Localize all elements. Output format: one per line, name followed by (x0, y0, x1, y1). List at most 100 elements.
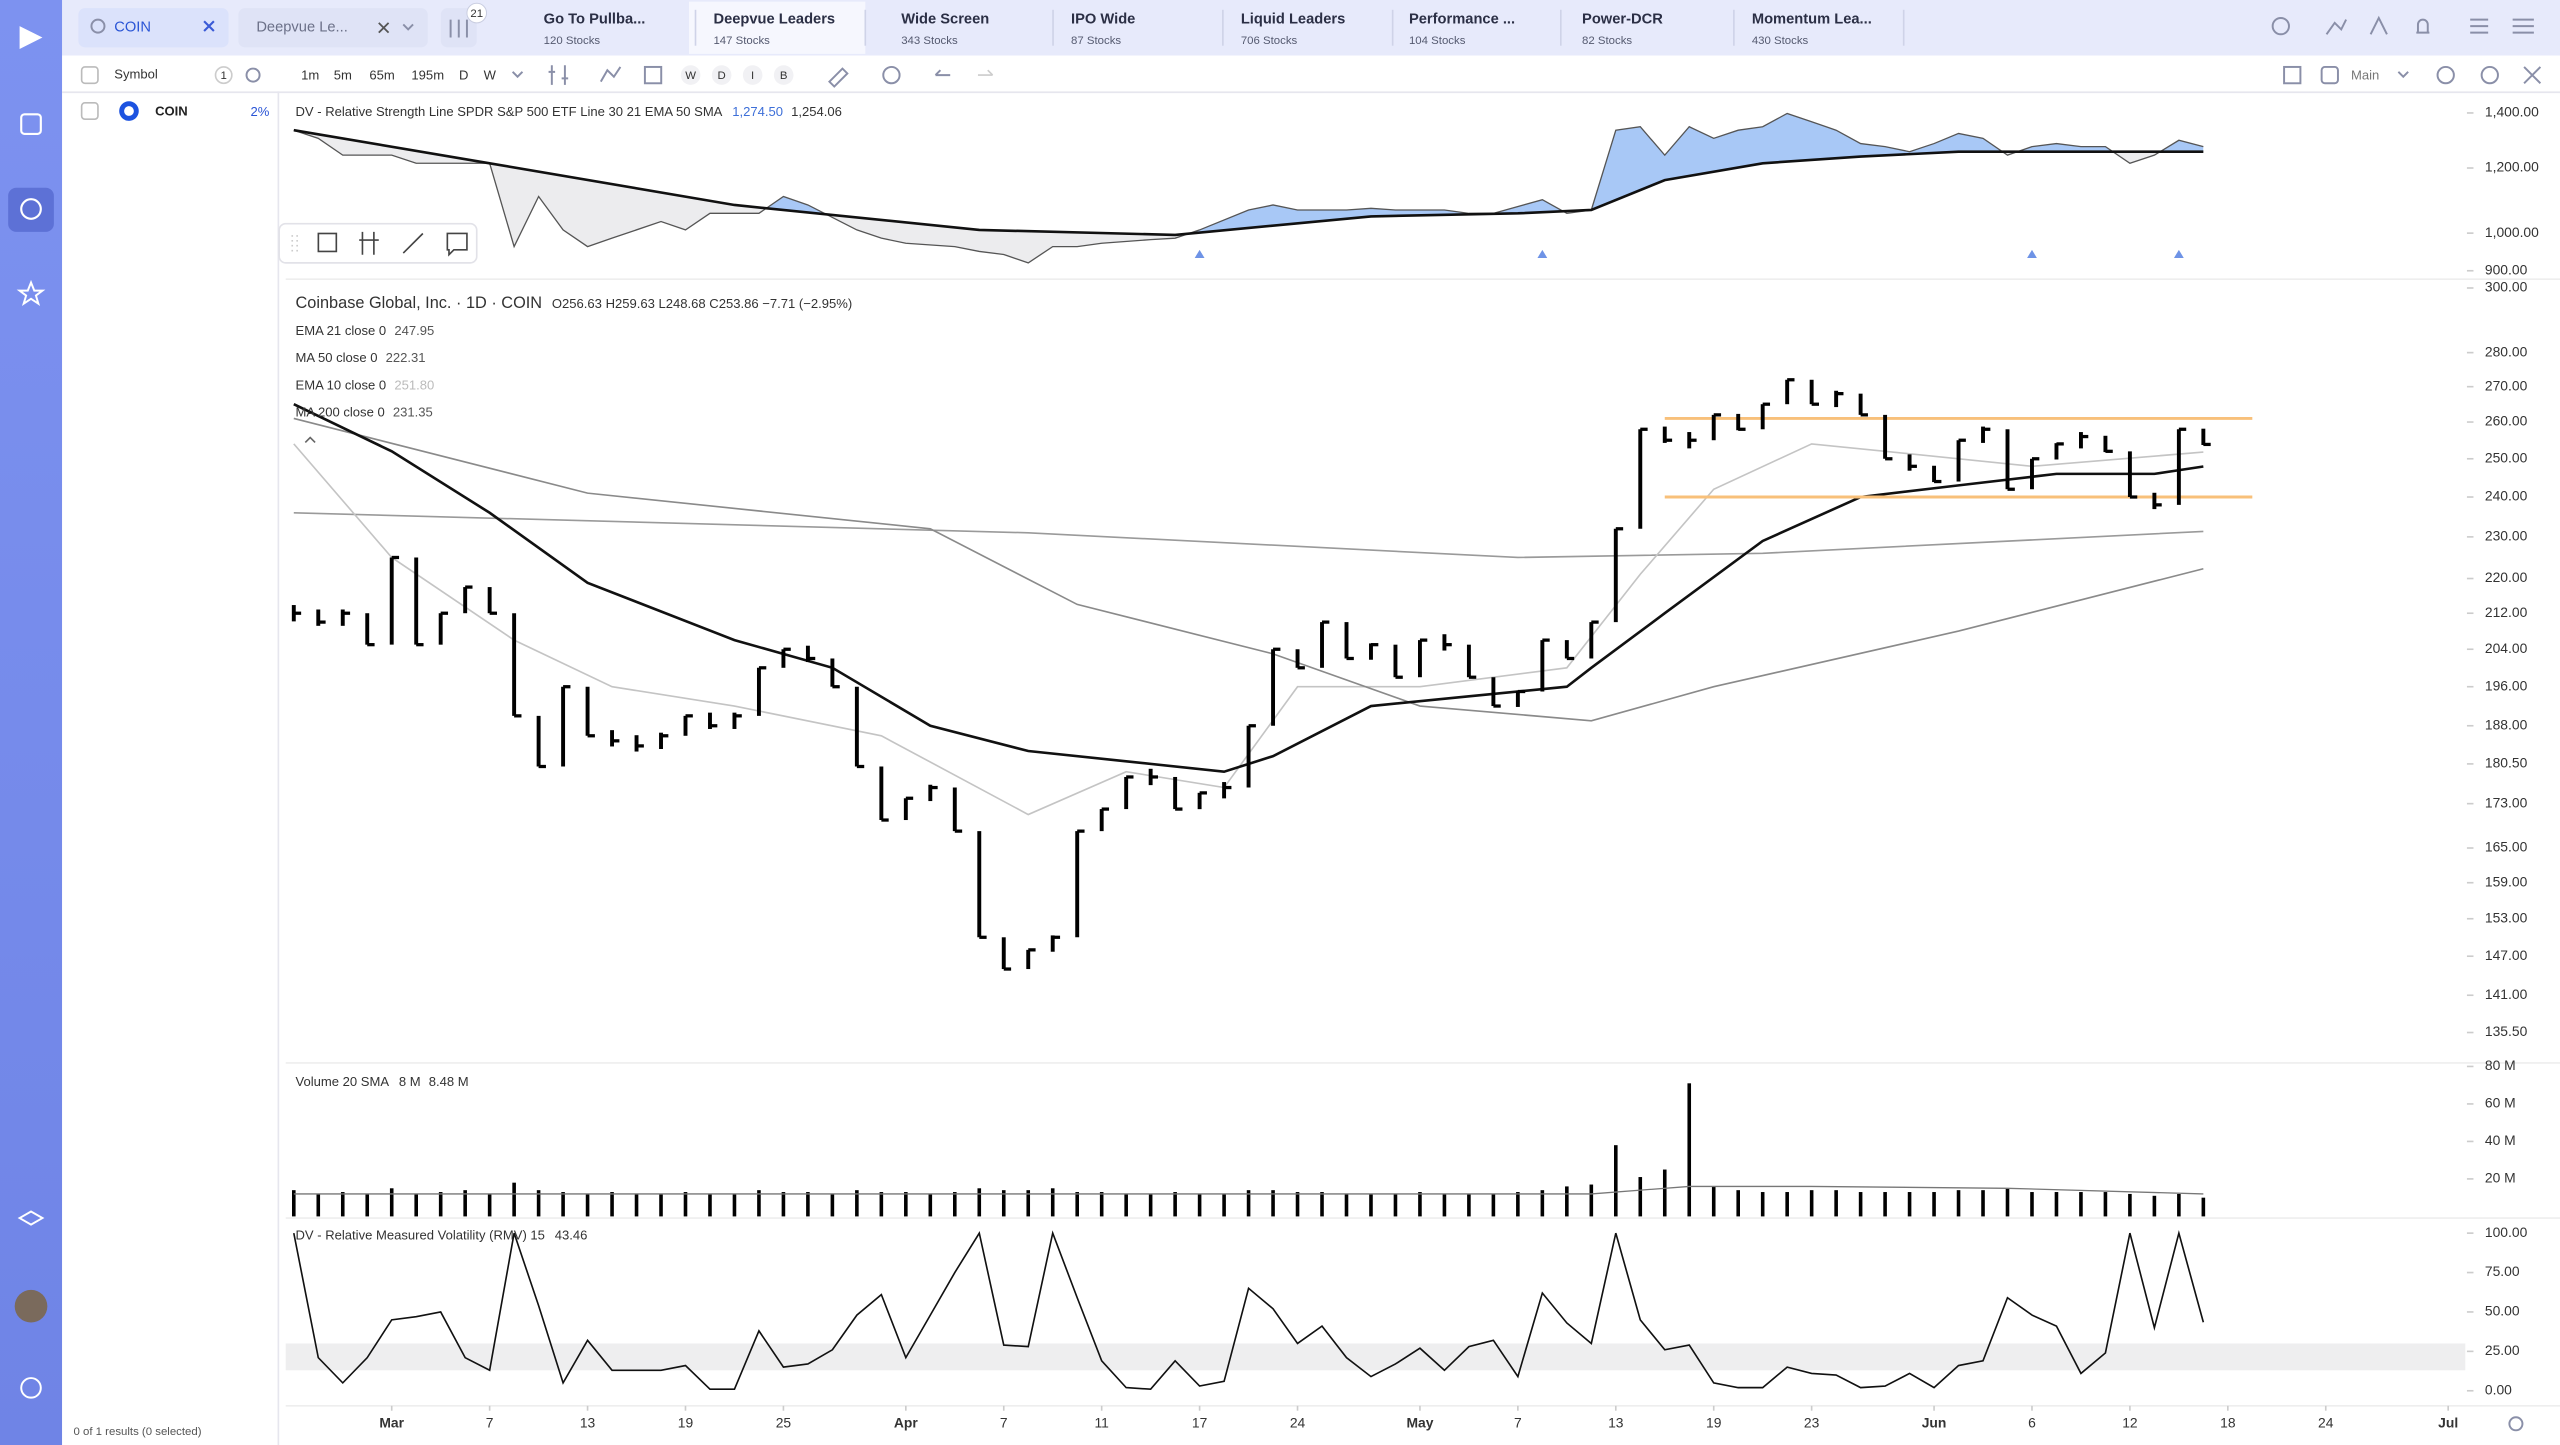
tab-name[interactable]: IPO Wide (1071, 11, 1135, 27)
period-button[interactable] (680, 65, 701, 85)
time-settings[interactable] (2508, 1416, 2524, 1432)
volume-bar (1932, 1192, 1936, 1217)
nav-icon[interactable] (20, 113, 42, 135)
panel-icon[interactable] (2283, 65, 2302, 85)
undo-icon[interactable] (934, 69, 951, 77)
period-button[interactable] (773, 65, 794, 85)
redo-icon[interactable] (977, 69, 994, 76)
tab-name[interactable]: Momentum Lea... (1752, 11, 1872, 27)
top-actions (2271, 15, 2534, 36)
logo[interactable] (19, 26, 43, 49)
period-button[interactable] (742, 65, 763, 85)
period[interactable]: D (718, 70, 726, 82)
period-button[interactable] (711, 65, 732, 85)
chart-panel: 300.00 280.00 270.00 260.00 250.00 240.00 230.… (291, 279, 2528, 1039)
sidebar (0, 0, 63, 1445)
timeframe[interactable]: 195m (411, 67, 444, 82)
collapse-icon[interactable] (304, 436, 316, 444)
nav-icon[interactable] (20, 198, 42, 220)
share-icon[interactable] (2271, 16, 2290, 36)
settings-icon[interactable] (2480, 65, 2499, 85)
tab-name[interactable]: Performance ... (1409, 11, 1515, 27)
zoom-icon[interactable] (2436, 65, 2455, 85)
checkbox[interactable] (80, 66, 99, 85)
clear-icon[interactable] (378, 22, 390, 34)
fullscreen-icon[interactable] (2523, 66, 2542, 84)
y-tick-label: 173.00 (2485, 794, 2528, 810)
legend-name: EMA 10 close 0 (296, 377, 387, 392)
avatar[interactable] (14, 1289, 48, 1323)
tool-icon[interactable] (2369, 15, 2388, 35)
timeframe[interactable]: 1m (301, 67, 319, 82)
period[interactable]: W (685, 70, 696, 82)
settings-icon[interactable] (245, 67, 261, 83)
legend-value: 231.35 (393, 405, 433, 420)
refresh-icon[interactable] (882, 65, 901, 85)
chart-icon[interactable] (2325, 19, 2347, 35)
chevron[interactable] (2397, 71, 2409, 79)
price-bar (1466, 644, 1477, 679)
note-tool[interactable] (446, 232, 468, 257)
fib-tool[interactable] (359, 231, 379, 255)
chevron[interactable] (511, 71, 524, 79)
readout: 1,274.50 (732, 104, 783, 119)
price-bar (952, 787, 963, 833)
price-bar (2078, 432, 2089, 449)
tab-name[interactable]: Deepvue Leaders (713, 11, 835, 27)
volume-bar (1050, 1188, 1055, 1217)
nav-active[interactable] (8, 187, 54, 232)
template-icon[interactable] (2320, 65, 2339, 85)
tab-name[interactable]: Power-DCR (1582, 11, 1663, 27)
price-bar (1981, 426, 1991, 443)
timeframe[interactable]: D (459, 67, 468, 82)
rect-tool[interactable] (317, 232, 338, 253)
price-bar (1515, 689, 1526, 707)
price-bar (1124, 775, 1134, 810)
line-tool[interactable] (402, 232, 424, 254)
nav-icon[interactable] (17, 1210, 45, 1226)
volume-bar (1736, 1190, 1741, 1217)
x-tick-label: 6 (2028, 1414, 2036, 1430)
price-bar (1026, 948, 1036, 970)
indicator-icon[interactable] (599, 66, 622, 83)
bar-type-icon[interactable] (548, 65, 569, 85)
timeframe[interactable]: 65m (369, 67, 395, 82)
readout: 8 M (399, 1074, 421, 1089)
price-bar (1417, 638, 1428, 678)
y-tick-label: 280.00 (2485, 343, 2528, 359)
timeframe[interactable]: W (484, 67, 497, 82)
watchlist-select[interactable] (238, 8, 428, 48)
symbol[interactable]: COIN (155, 103, 188, 118)
chevron[interactable] (402, 23, 414, 31)
rmv-band (285, 1343, 2466, 1371)
price-bar (561, 685, 571, 767)
price-bar (2030, 457, 2040, 490)
menu-icon[interactable] (2512, 18, 2534, 34)
y-tick-label: 147.00 (2485, 947, 2528, 963)
help-icon[interactable] (20, 1377, 42, 1399)
checkbox[interactable] (80, 102, 99, 121)
tab-name[interactable]: Liquid Leaders (1241, 11, 1345, 27)
layout-icon[interactable] (643, 65, 663, 85)
volume-bar (316, 1193, 321, 1217)
price-bar (1271, 647, 1281, 726)
y-tick-label: 75.00 (2485, 1263, 2520, 1279)
list-icon[interactable] (2470, 18, 2489, 34)
price-bar (1222, 782, 1232, 799)
active-tab[interactable] (688, 1, 866, 54)
period[interactable]: I (751, 70, 754, 82)
volume-bar (1344, 1193, 1349, 1217)
clear-icon[interactable] (203, 20, 215, 32)
layout-name[interactable]: Main (2351, 67, 2379, 82)
price-bar (708, 712, 718, 729)
draw-icon[interactable] (828, 67, 849, 88)
alert-icon[interactable] (2416, 18, 2430, 34)
timeframe[interactable]: 5m (334, 67, 352, 82)
nav-icon[interactable] (16, 279, 46, 307)
tab-name[interactable]: Go To Pullba... (544, 11, 646, 27)
price-bar (756, 666, 767, 716)
price-bar (732, 712, 742, 729)
tab-name[interactable]: Wide Screen (901, 11, 989, 27)
period[interactable]: B (780, 70, 788, 82)
search-box[interactable] (78, 8, 229, 48)
